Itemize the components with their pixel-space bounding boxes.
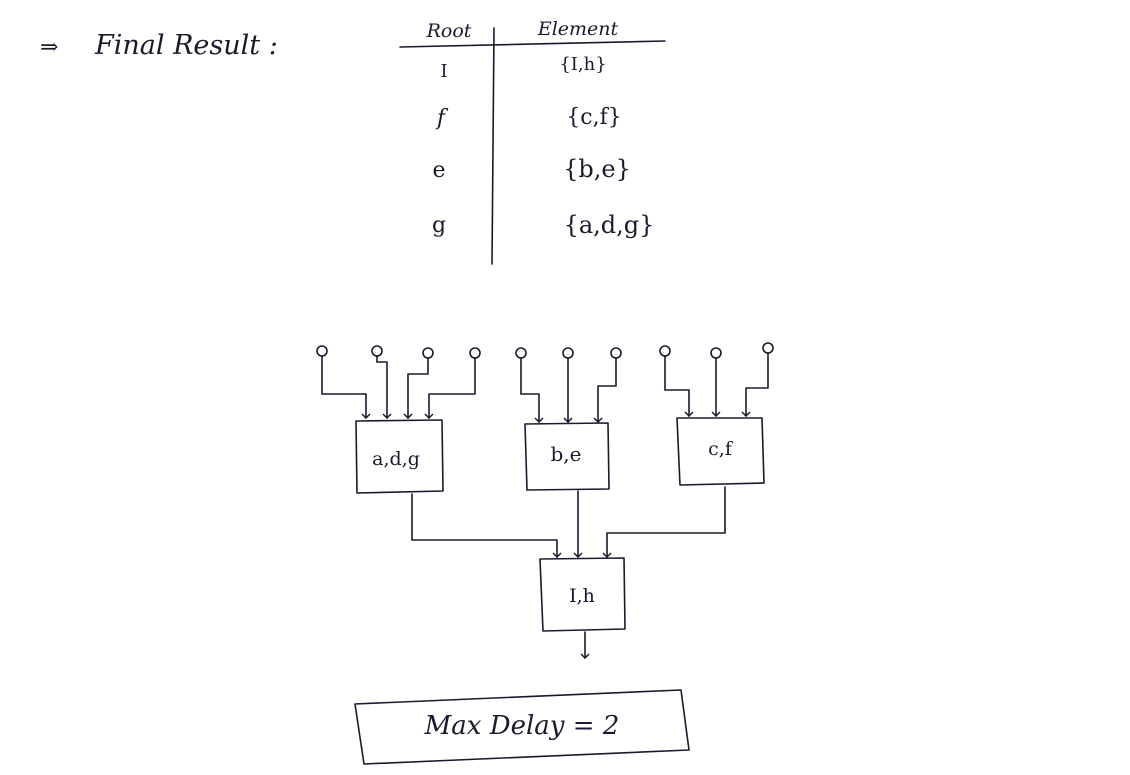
block-box — [676, 417, 765, 486]
input-terminal — [316, 345, 328, 357]
input-wire — [520, 357, 544, 424]
block-box — [539, 557, 626, 632]
adg-inputs — [316, 345, 481, 420]
implies-arrow: ⇒ — [40, 35, 58, 60]
input-wire — [403, 357, 429, 420]
block-box — [524, 422, 610, 491]
input-terminal — [710, 347, 722, 359]
root-element-table: Root Element I {I,h} f {c,f} e {b,e} g {… — [399, 18, 666, 265]
input-terminal — [659, 345, 671, 357]
block-label: a,d,g — [372, 448, 420, 470]
connection-wire — [602, 486, 726, 559]
table-header-root: Root — [426, 20, 472, 42]
table-row-element: {b,e} — [563, 155, 631, 183]
block-label: c,f — [708, 438, 734, 460]
input-terminal — [515, 347, 527, 359]
input-wire — [593, 357, 617, 424]
input-terminal — [371, 345, 383, 357]
block-label: b,e — [551, 442, 582, 466]
input-terminal — [469, 347, 481, 359]
input-terminal — [610, 347, 622, 359]
block-connections — [411, 486, 726, 559]
block-be: b,e — [524, 422, 610, 491]
table-column-divider — [491, 27, 495, 265]
input-terminal — [562, 347, 574, 359]
input-terminal — [422, 347, 434, 359]
input-wire — [424, 357, 476, 420]
max-delay-text: Max Delay = 2 — [424, 711, 620, 741]
table-row-root: g — [432, 213, 446, 238]
block-label: I,h — [569, 585, 595, 607]
block-cf: c,f — [676, 417, 765, 486]
table-row-root: f — [435, 106, 449, 131]
input-wire — [376, 355, 392, 420]
table-row-element: {I,h} — [559, 54, 606, 75]
result-box-frame — [354, 689, 690, 765]
block-box — [355, 419, 444, 494]
be-inputs — [515, 347, 622, 424]
input-wire — [664, 355, 694, 418]
table-row-root: I — [440, 61, 447, 82]
table-row-element: {c,f} — [566, 105, 621, 130]
block-adg: a,d,g — [355, 419, 444, 494]
cf-inputs — [659, 342, 774, 418]
input-terminal — [762, 342, 774, 354]
input-wire — [321, 355, 371, 420]
block-ih: I,h — [539, 557, 626, 660]
table-row-root: e — [432, 158, 445, 183]
table-header-element: Element — [537, 18, 619, 40]
max-delay-box: Max Delay = 2 — [354, 689, 690, 765]
final-result-title: Final Result : — [94, 30, 278, 61]
table-row-element: {a,d,g} — [564, 211, 655, 239]
table-header-rule — [399, 40, 666, 48]
input-wire — [741, 352, 769, 418]
connection-wire — [411, 493, 562, 559]
